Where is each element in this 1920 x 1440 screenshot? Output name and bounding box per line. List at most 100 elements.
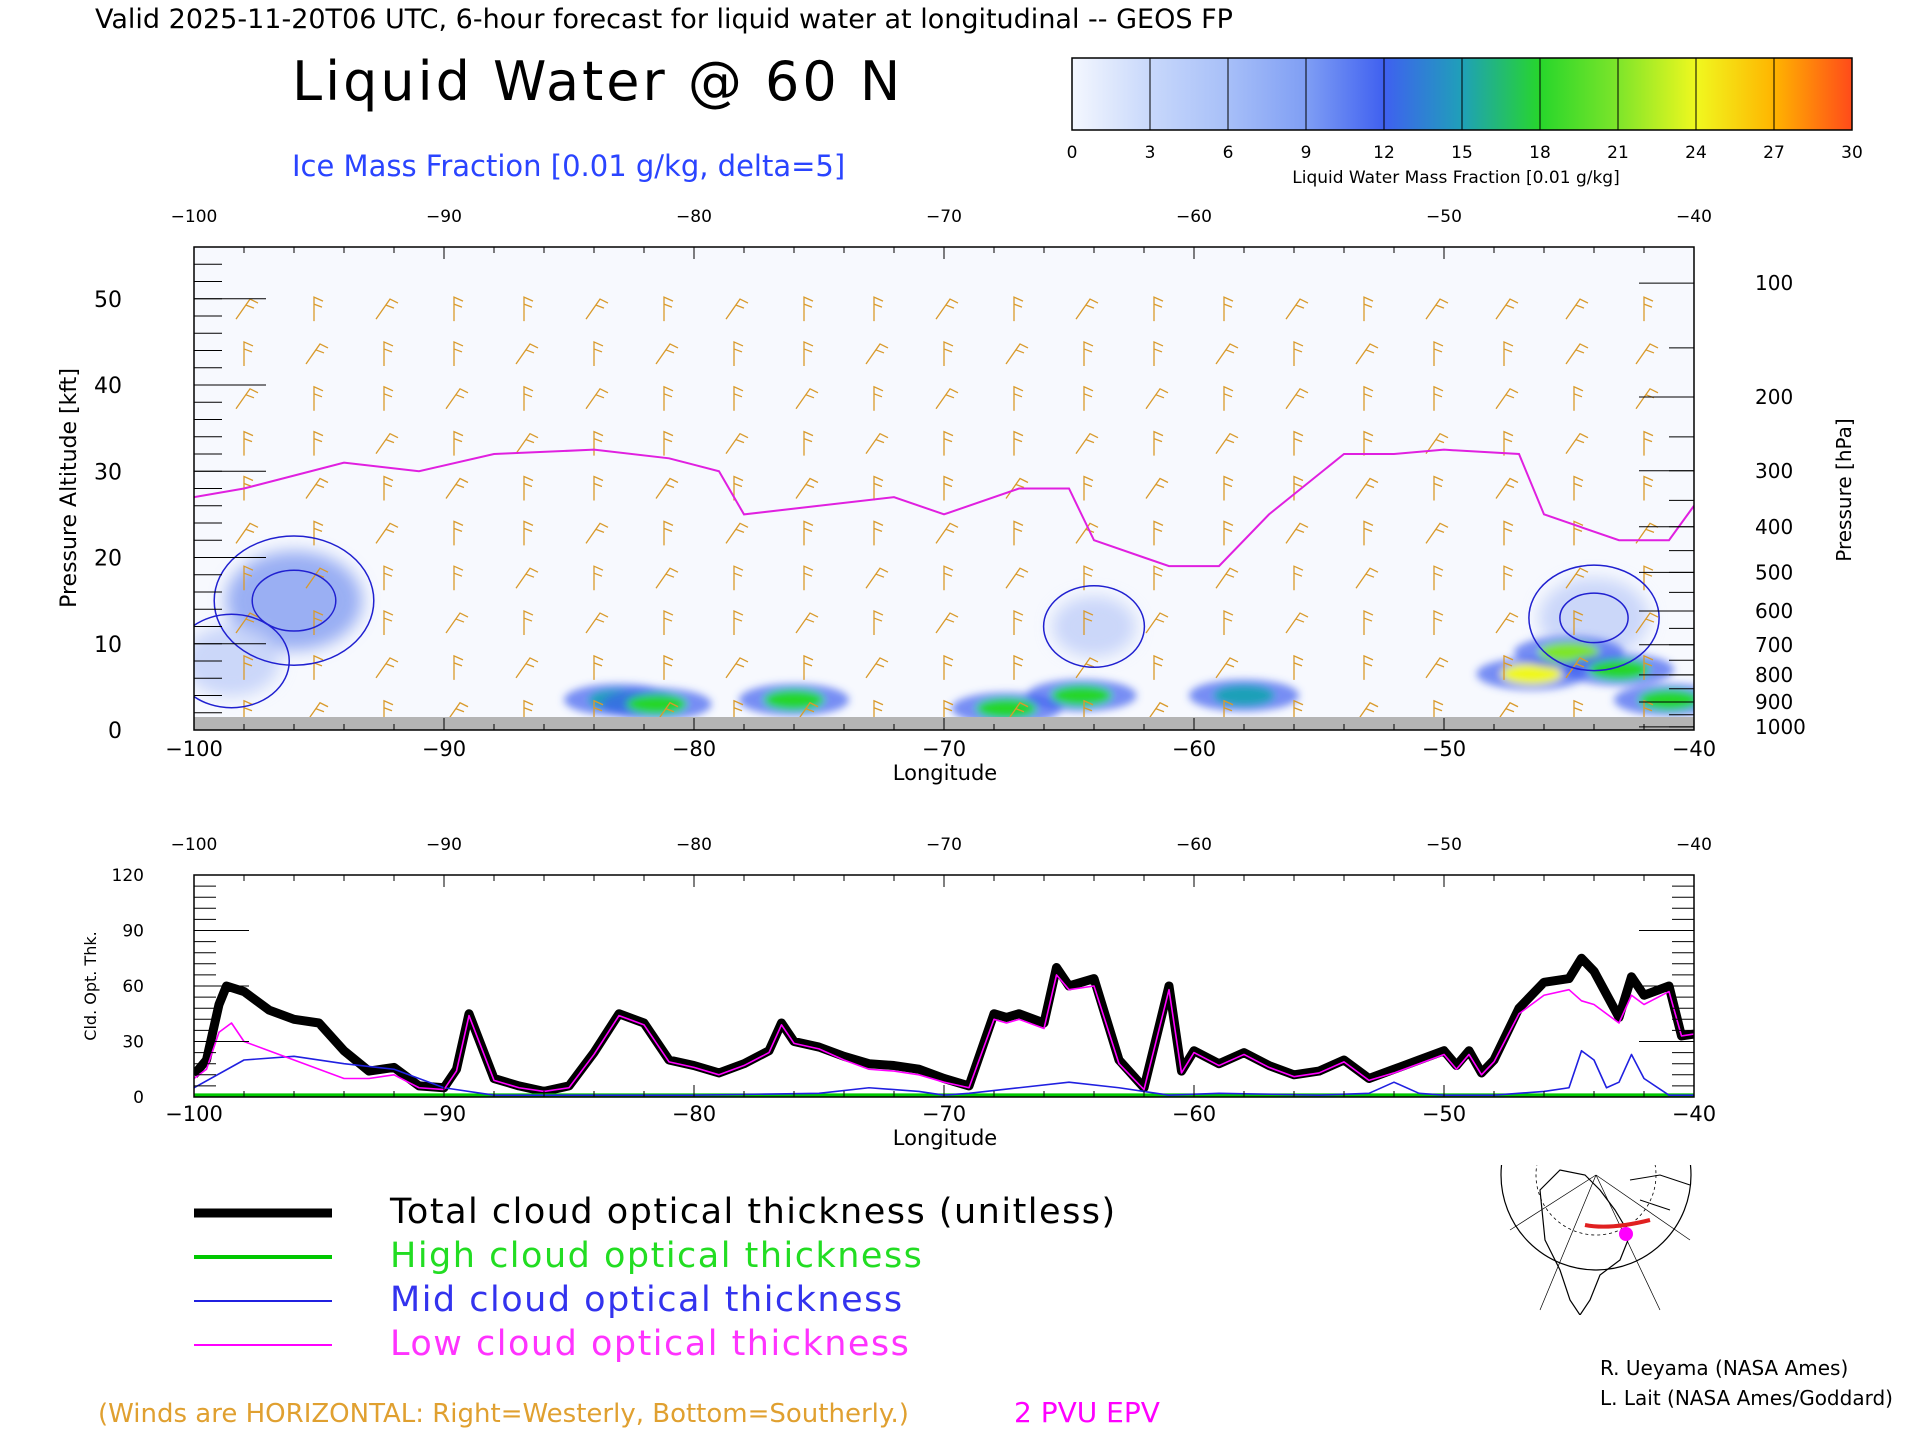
wind-barb — [235, 387, 259, 410]
wind-barb — [243, 565, 254, 591]
wind-barb — [585, 298, 609, 320]
wind-barb — [1433, 610, 1444, 636]
wind-barb — [865, 567, 889, 589]
map-meridians — [1509, 1174, 1691, 1311]
wind-barb — [1153, 296, 1164, 322]
wind-barb — [725, 298, 749, 320]
wind-barb — [1503, 430, 1514, 456]
wind-barb — [383, 610, 394, 636]
wind-barb — [655, 343, 679, 365]
pressure-tick-label: 700 — [1755, 633, 1793, 657]
colorbar-tick-label: 18 — [1529, 143, 1551, 163]
wind-barb — [523, 385, 534, 411]
locator-map-frame — [1498, 1165, 1694, 1315]
altitude-y-tick-label: 40 — [94, 374, 122, 399]
pressure-tick-label: 600 — [1755, 599, 1793, 623]
wind-barb — [1215, 343, 1239, 365]
wind-barb — [865, 343, 889, 365]
page-title: Liquid Water @ 60 N — [292, 50, 903, 113]
wind-barb — [1495, 387, 1519, 410]
altitude-x-tick-label: −60 — [1172, 737, 1216, 761]
ice-contour — [213, 535, 375, 666]
optical-top-tick-label: −40 — [1676, 835, 1712, 855]
wind-barb — [243, 340, 254, 366]
map-location-marker — [1619, 1227, 1633, 1241]
wind-barb — [1215, 567, 1239, 589]
colorbar-tick-label: 12 — [1373, 143, 1395, 163]
wind-barb — [943, 340, 954, 366]
wind-barb — [655, 477, 679, 499]
optical-y-tick-label: 0 — [133, 1088, 144, 1108]
wind-barb — [1565, 657, 1589, 679]
wind-barb — [1083, 340, 1094, 366]
wind-barb — [733, 610, 744, 636]
wind-barb — [943, 565, 954, 591]
altitude-x-tick-label: −90 — [422, 737, 466, 761]
altitude-y-tick-label: 50 — [94, 288, 122, 313]
wind-barb — [383, 340, 394, 366]
altitude-x-label: Longitude — [893, 761, 997, 785]
wind-barb — [313, 385, 324, 411]
wind-barb — [1293, 654, 1304, 680]
wind-barb — [1223, 475, 1234, 501]
optical-thickness-lines — [194, 953, 1694, 1097]
colorbar-tick-label: 24 — [1685, 143, 1707, 163]
colorbar: 0 3 6 9 12 15 18 21 24 27 30 — [1067, 57, 1863, 163]
optical-thickness-axes: −100 −100 −90 −90 −80 −80 −70 −70 −60 −60 −50 −50 −4… — [112, 835, 1717, 1126]
wind-barb — [1363, 654, 1374, 680]
wind-barb — [375, 522, 399, 544]
wind-barb — [1565, 298, 1589, 320]
wind-barb — [1293, 430, 1304, 456]
pressure-tick-label: 100 — [1755, 271, 1793, 295]
wind-barb — [383, 565, 394, 591]
wind-barb — [1425, 298, 1449, 320]
ice-contour — [194, 613, 290, 709]
wind-barb — [935, 298, 959, 320]
wind-barb — [733, 475, 744, 501]
wind-barb — [383, 475, 394, 501]
wind-barb — [523, 296, 534, 322]
wind-barb — [1083, 385, 1094, 411]
wind-barb — [1643, 296, 1654, 322]
map-greenland-outline — [1629, 1174, 1691, 1211]
wind-barb — [1643, 430, 1654, 456]
altitude-y-tick-label: 0 — [108, 719, 122, 744]
liquid-water-patches — [564, 636, 1694, 725]
optical-top-tick-label: −80 — [676, 835, 712, 855]
wind-barb — [1013, 520, 1024, 546]
credit-ueyama: R. Ueyama (NASA Ames) — [1600, 1356, 1848, 1380]
wind-barb — [1643, 699, 1654, 725]
map-globe-outline — [1500, 1165, 1692, 1271]
wind-barb — [453, 520, 464, 546]
wind-barb — [1363, 385, 1374, 411]
wind-barb — [375, 298, 399, 320]
wind-barb — [1013, 430, 1024, 456]
wind-barb — [453, 654, 464, 680]
wind-barb — [943, 430, 954, 456]
optical-y-label: Cld. Opt. Thk. — [81, 931, 100, 1040]
wind-barb — [523, 520, 534, 546]
pressure-tick-label: 200 — [1755, 385, 1793, 409]
altitude-x-tick-label: −50 — [1422, 737, 1466, 761]
wind-barb — [663, 430, 674, 456]
wind-barb — [235, 612, 259, 634]
pressure-tick-label: 900 — [1755, 690, 1793, 714]
liquid-water-core — [1501, 663, 1562, 684]
wind-barb — [865, 657, 889, 679]
liquid-water-core — [764, 689, 824, 710]
optical-thickness-frame — [193, 874, 1695, 1098]
wind-barb — [935, 522, 959, 544]
optical-thickness-panel: −100 −100 −90 −90 −80 −80 −70 −70 −60 −60 −50 −50 −4… — [81, 835, 1716, 1150]
wind-barb — [593, 340, 604, 366]
colorbar-segment — [1306, 58, 1385, 130]
wind-barb — [1013, 296, 1024, 322]
optical-x-tick-label: −50 — [1422, 1102, 1466, 1126]
wind-barb — [1363, 430, 1374, 456]
wind-barb — [1083, 699, 1094, 725]
wind-barb — [1573, 385, 1584, 411]
altitude-y-tick-label: 20 — [94, 547, 122, 572]
wind-barb — [1005, 567, 1029, 589]
optical-y-tick-label: 90 — [122, 922, 144, 942]
optical-top-tick-label: −70 — [926, 835, 962, 855]
wind-barb — [663, 296, 674, 322]
